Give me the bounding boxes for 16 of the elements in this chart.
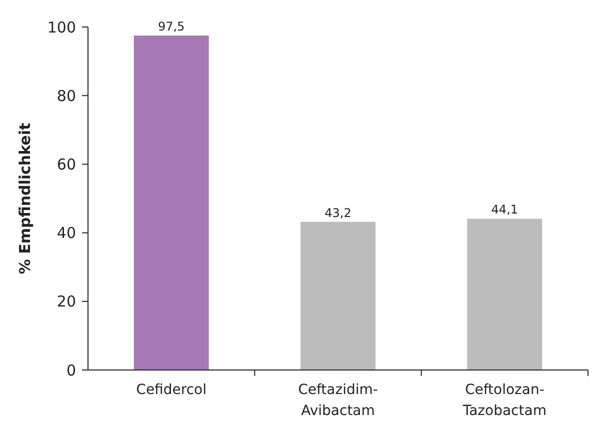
bar xyxy=(300,222,376,370)
data-label: 44,1 xyxy=(491,202,518,217)
y-tick-label: 80 xyxy=(56,86,76,105)
y-tick-label: 0 xyxy=(66,361,76,380)
x-tick-label: Ceftolozan-Tazobactam xyxy=(462,382,546,419)
bar xyxy=(134,36,209,370)
y-tick-label: 100 xyxy=(47,18,76,36)
data-label: 97,5 xyxy=(158,20,185,34)
x-tick-label: Cefidercol xyxy=(136,382,206,398)
data-label: 43,2 xyxy=(324,206,352,220)
y-tick-label: 20 xyxy=(56,292,76,311)
y-axis-title: % Empfindlichkeit xyxy=(16,122,34,274)
y-tick-label: 40 xyxy=(56,224,76,242)
y-tick-label: 60 xyxy=(56,155,76,174)
bar xyxy=(467,218,542,370)
x-tick-label: Ceftazidim-Avibactam xyxy=(298,382,378,419)
